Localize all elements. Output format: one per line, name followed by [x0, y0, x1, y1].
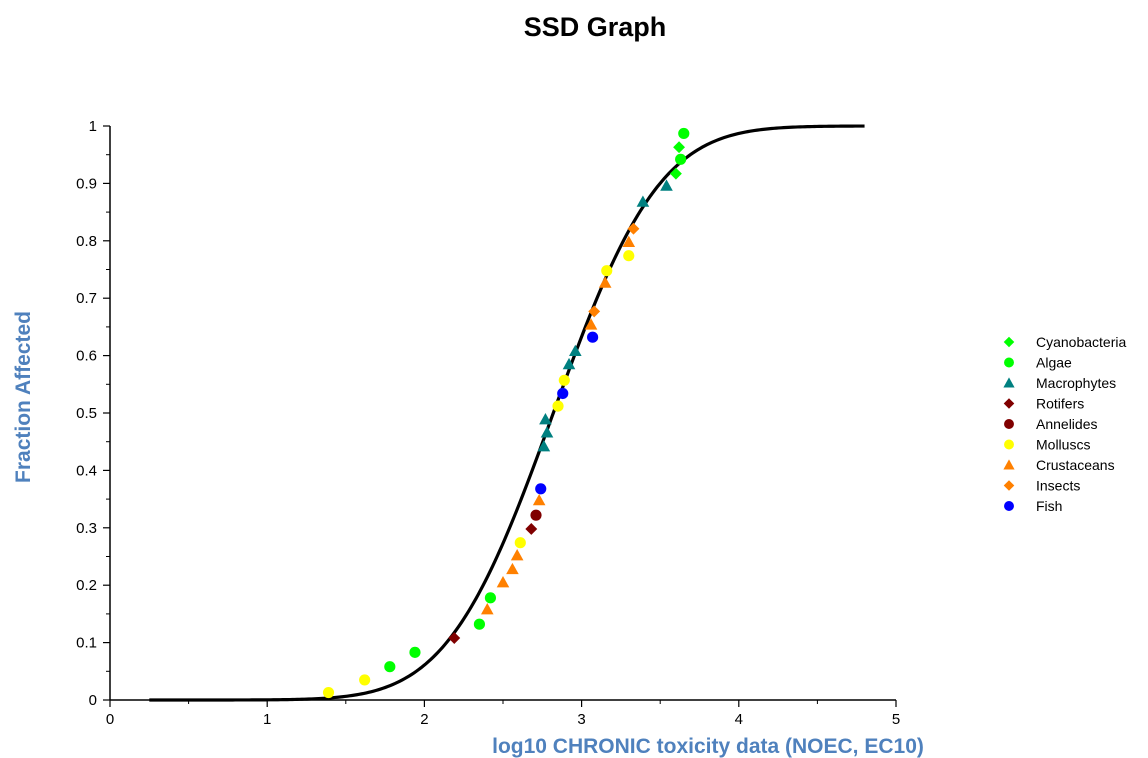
point-fish	[535, 483, 547, 495]
legend-marker-fish	[1004, 501, 1014, 511]
point-rotifers	[448, 632, 461, 644]
point-insects	[588, 305, 601, 318]
legend-label-algae: Algae	[1036, 355, 1072, 371]
legend-marker-insects	[1003, 480, 1015, 491]
legend-marker-molluscs	[1004, 439, 1014, 450]
point-molluscs	[359, 674, 371, 686]
y-axis-title: Fraction Affected	[12, 311, 35, 483]
y-tick-label: 0.2	[76, 577, 97, 594]
data-points-layer	[322, 127, 690, 699]
x-tick-label: 2	[420, 711, 428, 728]
point-cyanobacteria	[669, 167, 682, 180]
point-molluscs	[558, 374, 570, 386]
legend-marker-rotifers	[1003, 398, 1015, 409]
legend-marker-macrophytes	[1003, 377, 1015, 388]
y-tick-label: 0.9	[76, 175, 97, 192]
point-macrophytes	[636, 195, 650, 207]
legend-label-rotifers: Rotifers	[1036, 396, 1084, 412]
point-cyanobacteria	[673, 141, 686, 154]
y-tick-label: 0.1	[76, 635, 97, 652]
fitted-curve-layer	[149, 124, 865, 702]
x-tick-label: 4	[735, 711, 743, 728]
point-annelides	[530, 509, 542, 521]
point-crustaceans	[510, 549, 524, 561]
point-algae	[384, 661, 396, 673]
y-tick-label: 0.5	[76, 405, 97, 422]
legend-label-molluscs: Molluscs	[1036, 437, 1090, 453]
x-tick-label: 0	[106, 711, 114, 728]
y-tick-label: 0.7	[76, 290, 97, 307]
legend-marker-cyanobacteria	[1003, 336, 1015, 348]
x-axis-title: log10 CHRONIC toxicity data (NOEC, EC10)	[492, 735, 924, 758]
point-algae	[473, 618, 486, 630]
legend-label-macrophytes: Macrophytes	[1036, 375, 1116, 391]
point-crustaceans	[622, 235, 636, 247]
y-tick-label: 1	[89, 118, 97, 135]
x-tick-label: 5	[892, 711, 900, 728]
point-molluscs	[552, 400, 564, 412]
point-algae	[678, 127, 690, 140]
point-crustaceans	[598, 276, 612, 288]
x-tick-label: 3	[577, 711, 585, 728]
point-algae	[409, 646, 421, 658]
point-crustaceans	[584, 318, 598, 330]
tick-marks: 0 1 2 3 4 5 0 0.1 0.2 0.3 0.4 0.5 0.6 0.7 0.8 0.9 1	[76, 118, 900, 728]
legend-marker-crustaceans	[1003, 459, 1015, 470]
legend-marker-annelides	[1004, 419, 1014, 429]
point-molluscs	[623, 250, 635, 262]
point-fish	[557, 387, 569, 400]
legend-label-fish: Fish	[1036, 498, 1062, 514]
point-macrophytes	[562, 357, 576, 370]
point-crustaceans	[532, 493, 546, 506]
point-crustaceans	[496, 576, 510, 588]
point-macrophytes	[537, 439, 551, 452]
chart-title: SSD Graph	[524, 12, 667, 42]
point-algae	[484, 592, 497, 604]
point-crustaceans	[506, 562, 519, 575]
legend-marker-algae	[1004, 357, 1014, 368]
point-molluscs	[601, 265, 613, 277]
point-insects	[627, 222, 640, 235]
legend-label-insects: Insects	[1036, 478, 1080, 494]
point-macrophytes	[540, 426, 554, 438]
point-crustaceans	[480, 603, 494, 615]
point-macrophytes	[660, 179, 673, 191]
point-molluscs	[514, 537, 526, 549]
legend-label-cyanobacteria: Cyanobacteria	[1036, 334, 1126, 350]
x-tick-label: 1	[263, 711, 271, 728]
point-macrophytes	[539, 413, 552, 425]
point-rotifers	[525, 523, 538, 535]
legend-label-annelides: Annelides	[1036, 416, 1098, 432]
y-tick-label: 0.3	[76, 520, 97, 537]
y-tick-label: 0.6	[76, 348, 97, 365]
axes	[109, 126, 896, 701]
y-tick-label: 0.4	[76, 462, 97, 479]
point-macrophytes	[569, 344, 582, 357]
y-tick-label: 0.8	[76, 233, 97, 250]
point-algae	[675, 153, 687, 165]
point-molluscs	[322, 686, 335, 699]
fitted-ssd-curve	[149, 124, 865, 702]
point-fish	[587, 331, 599, 343]
legend-label-crustaceans: Crustaceans	[1036, 457, 1115, 473]
legend: Cyanobacteria Algae Macrophytes Rotifers Ann…	[1003, 334, 1126, 514]
y-tick-label: 0	[89, 692, 97, 709]
